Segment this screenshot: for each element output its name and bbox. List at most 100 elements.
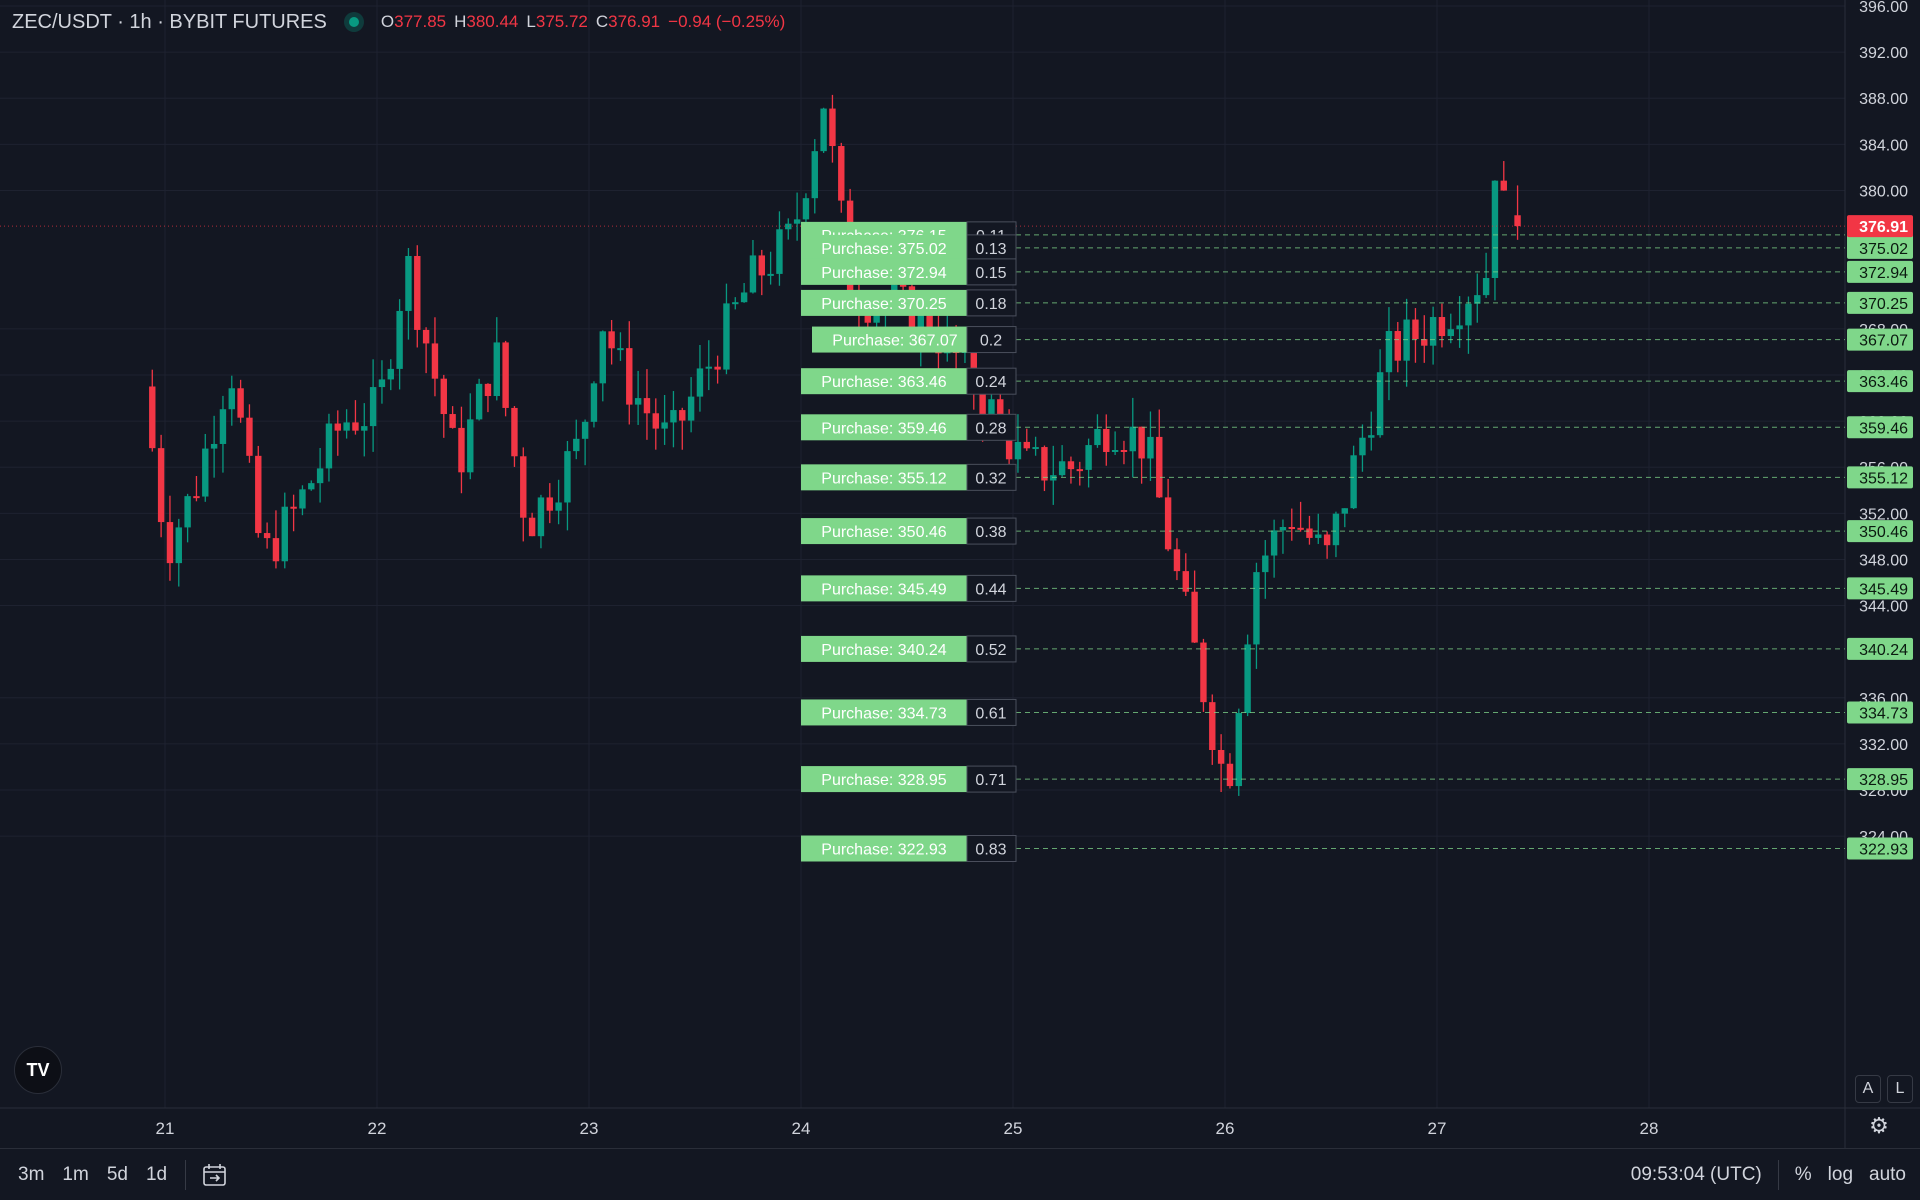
purchase-order[interactable]: Purchase: 355.12 0.32 [801,463,1845,491]
candle-body [202,448,209,497]
time-axis: 21 22 23 24 25 26 27 28 [156,1119,1659,1138]
candle-body [1209,702,1216,751]
candle-body [1076,469,1083,472]
axis-order-price: 340.24 [1859,642,1908,659]
candle-body [820,108,827,152]
close-label: C [595,12,609,31]
auto-scale-button[interactable]: A [1855,1075,1881,1103]
purchase-order[interactable]: Purchase: 328.95 0.71 [801,765,1845,793]
candle-body [1438,317,1446,337]
candle-body [1359,437,1366,456]
candle-body [414,255,421,330]
candle-body [1514,215,1521,227]
axis-order-price: 322.93 [1859,841,1908,858]
candle-body [1217,750,1225,764]
order-label-box [801,414,967,441]
order-qty-box [966,517,1017,545]
order-qty-box [966,834,1017,862]
price-tick-label: 344.00 [1859,599,1908,616]
time-tick-label: 27 [1428,1119,1447,1138]
current-price-tag [1847,215,1913,238]
price-tick-label: 348.00 [1859,552,1908,569]
candle-body [1262,555,1269,573]
axis-order-price: 345.49 [1859,581,1908,598]
change-value: −0.94 (−0.25%) [668,12,786,31]
candle-body [1164,497,1172,550]
candle-body [564,451,571,503]
purchase-order[interactable]: Purchase: 334.73 0.61 [801,698,1845,726]
purchase-order[interactable]: Purchase: 345.49 0.44 [801,574,1845,602]
order-label: Purchase: 322.93 [821,841,947,858]
axis-order-tag [1847,291,1913,314]
purchase-order[interactable]: Purchase: 370.25 0.18 [801,289,1845,317]
time-tick-label: 28 [1640,1119,1659,1138]
candle-body [1306,528,1313,538]
order-qty: 0.18 [975,296,1006,313]
candle-body [228,388,235,410]
candle-body [652,413,659,429]
order-label-box [801,258,967,285]
low-value: 375.72 [535,12,588,31]
timeframe-5d[interactable]: 5d [106,1164,128,1185]
candle-body [864,315,871,323]
candle-body [679,410,686,421]
order-qty-box [966,635,1017,663]
ohlc-readout: O377.85 H380.44 L375.72 C376.91 −0.94 (−… [381,12,785,32]
open-label: O [380,12,395,31]
purchase-order[interactable]: Purchase: 322.93 0.83 [801,834,1845,862]
clock-timezone[interactable]: 09:53:04 (UTC) [1630,1164,1762,1185]
purchase-order[interactable]: Purchase: 350.46 0.38 [801,517,1845,545]
percent-toggle[interactable]: % [1794,1164,1812,1185]
purchase-order[interactable]: Purchase: 340.24 0.52 [801,635,1845,663]
candle-body [1500,180,1507,191]
candle-body [1482,278,1490,296]
candle-body [1023,441,1030,449]
candle-body [661,422,668,429]
go-to-date-icon[interactable] [202,1163,228,1187]
order-label: Purchase: 370.25 [821,296,947,313]
settings-gear-icon[interactable]: ⚙ [1869,1113,1889,1138]
purchase-order[interactable]: Purchase: 359.46 0.28 [801,413,1845,441]
order-label-box [801,835,967,862]
candle-body [431,343,439,379]
tradingview-logo-icon[interactable]: TV [14,1046,62,1094]
candle-body [732,302,739,305]
axis-order-tag [1847,466,1913,489]
log-scale-button[interactable]: L [1887,1075,1913,1103]
candle-body [1279,527,1287,531]
candle-body [502,342,509,408]
candle-body [997,399,1004,421]
candle-body [1138,426,1145,459]
candle-body [1394,331,1401,361]
candle-body [193,496,200,499]
purchase-order[interactable]: Purchase: 375.02 0.13 [801,234,1845,262]
axis-order-price: 367.07 [1859,333,1908,350]
candle-body [511,407,518,457]
candle-body [1058,461,1066,476]
candle-body [617,348,624,351]
candle-body [546,497,553,511]
order-label: Purchase: 375.02 [821,241,947,258]
log-toggle[interactable]: log [1827,1164,1854,1185]
auto-toggle[interactable]: auto [1869,1164,1906,1185]
timeframe-1d[interactable]: 1d [145,1164,168,1185]
timeframe-3m[interactable]: 3m [18,1164,45,1185]
axis-order-tag [1847,328,1913,351]
order-qty-box [966,574,1017,602]
candle-body [281,506,288,562]
timeframe-1m[interactable]: 1m [62,1164,89,1185]
purchase-order[interactable]: Purchase: 363.46 0.24 [801,367,1845,395]
bottom-toolbar: 3m 1m 5d 1d 09:53:04 (UTC) % log auto [0,1148,1920,1200]
candle-body [405,255,412,311]
candle-body [670,410,677,423]
price-tick-label: 384.00 [1859,137,1908,154]
purchase-order[interactable]: Purchase: 367.07 0.2 [812,326,1845,354]
candle-body [1332,513,1340,546]
order-label-box [801,289,967,316]
candle-body [634,398,642,405]
purchase-order[interactable]: Purchase: 372.94 0.15 [801,258,1845,286]
candle-body [219,409,227,444]
symbol-title[interactable]: ZEC/USDT · 1h · BYBIT FUTURES [12,10,327,33]
order-qty-box [966,413,1017,441]
